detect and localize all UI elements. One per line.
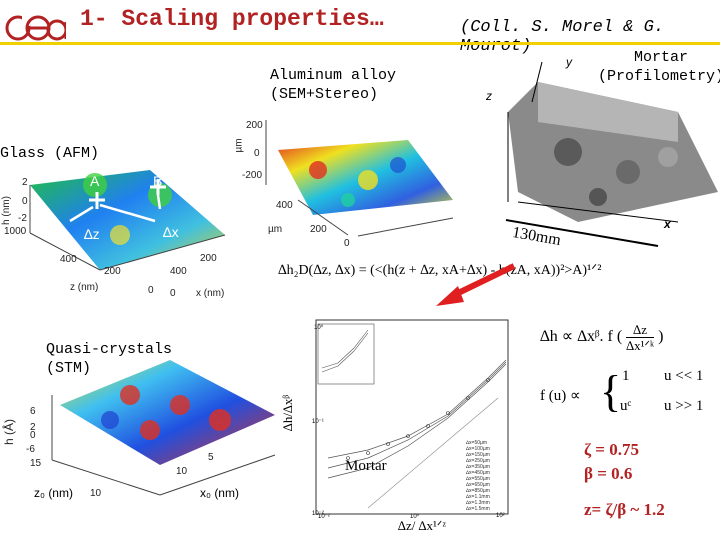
glass-label: Glass (AFM) [0,145,100,162]
plot-xtick: 10⁻² [318,514,330,520]
header-divider [0,42,720,45]
glass-xlabel: x (nm) [196,288,225,299]
glass-ztick: 2 [22,177,28,188]
mortar-axis-y: y [565,55,573,69]
aluminum-xtick: 200 [310,224,327,235]
scaling-collapse-plot [308,318,522,538]
scaling-equation: ∆h ∝ ∆xᵝ. f ( ∆z ∆x¹ᐟᵏ ) [540,322,664,353]
plot-legend: ∆x=50µm ∆x=100µm ∆x=150µm ∆x=250µm ∆x=350µ… [466,440,490,512]
quasicrystal-surface-plot [20,355,280,540]
aluminum-label: Aluminum alloy (SEM+Stereo) [270,67,397,103]
glass-delta-x: ∆x [163,224,179,240]
glass-zaxis: h (nm) [0,196,12,225]
plot-ytick: 10⁻² [312,511,324,517]
glass-xtick: 400 [170,266,187,277]
glass-ylabel: z (nm) [70,282,99,293]
aluminum-xtick: 0 [344,238,350,249]
glass-delta-z: ∆z [84,226,100,242]
glass-xtick: 200 [200,253,217,264]
page-title: 1- Scaling properties… [80,6,384,32]
plot-xlabel: ∆z/ ∆x¹ᐟᶻ [398,518,447,533]
plot-ytick: 10⁻¹ [312,419,324,425]
aluminum-ztick: -200 [242,170,263,181]
mortar-label: Mortar (Profilometry) [598,49,720,85]
quasicrystal-xlabel: x₀ (nm) [200,486,239,500]
mortar-axis-z: z [485,89,492,103]
quasicrystal-zaxis: h (Å) [2,418,17,446]
quasicrystal-label: Quasi-crystals (STM) [46,341,173,377]
glass-ztick: 0 [22,196,28,207]
plot-ylabel: ∆h/∆xᵝ [280,394,296,432]
zeta-result: ζ = 0.75 [584,440,639,459]
plot-xtick: 10⁰ [410,514,420,520]
aluminum-ztick: 200 [246,120,263,131]
glass-marker-b: B [153,173,163,189]
plot-ytick: 10⁰ [314,325,324,331]
aluminum-xtick: 400 [276,200,293,211]
aluminum-xunit: µm [268,224,283,235]
glass-ztick: -2 [18,213,27,224]
formula-arrow [430,262,520,312]
aluminum-zaxis-unit: µm [233,138,245,153]
plot-xtick: 10² [496,513,505,519]
aluminum-ztick: 0 [254,148,260,159]
aluminum-surface-plot: µm [221,110,458,250]
glass-ytick: 0 [148,285,154,296]
glass-ytick: 200 [104,266,121,277]
glass-surface-plot [0,165,240,305]
mortar-surface-image: z y x [478,52,720,248]
quasicrystal-ztick: 2 [30,422,36,433]
quasicrystal-ylabel: z₀ (nm) [34,486,73,500]
credit-text: (Coll. S. Morel & G. Mourot) [460,18,665,56]
quasicrystal-xtick: 5 [208,452,214,463]
mortar-axis-x: x [663,217,672,231]
quasicrystal-ztick: 0 [30,430,36,441]
glass-ytick: 400 [60,254,77,265]
quasicrystal-ytick: 10 [90,488,102,499]
glass-ytick: 1000 [4,226,27,237]
glass-xtick: 0 [170,288,176,299]
quasicrystal-xtick: 10 [176,466,188,477]
plot-material-label: Mortar [345,458,387,474]
quasicrystal-ytick: 15 [30,458,42,469]
height-difference-formula: ∆h₂D(∆z, ∆x) = (<(h(z + ∆z, xA+∆x) - h(z… [278,263,602,278]
z-result: z= ζ/β ~ 1.2 [584,500,665,519]
quasicrystal-ztick: -6 [26,444,35,455]
glass-marker-a: A [90,173,100,189]
quasicrystal-ztick: 6 [30,406,36,417]
beta-result: β = 0.6 [584,464,633,483]
